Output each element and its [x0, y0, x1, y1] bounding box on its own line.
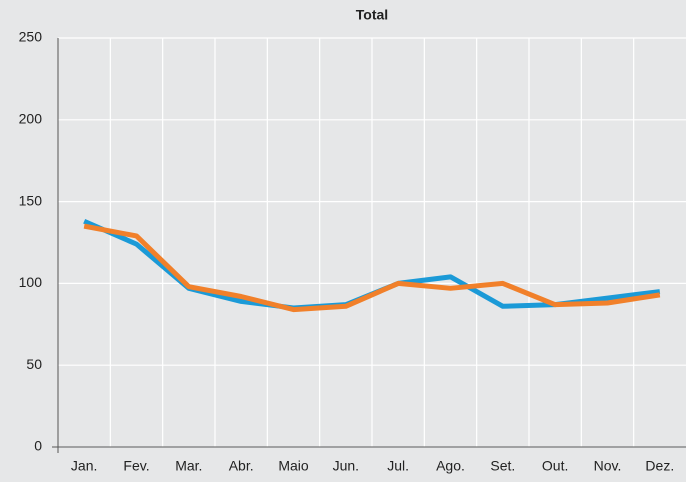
y-tick-label: 200	[19, 111, 43, 127]
line-series	[83, 223, 661, 313]
x-tick-label: Out.	[542, 458, 568, 474]
y-tick-label: 50	[26, 356, 42, 372]
y-tick-label: 250	[19, 29, 43, 45]
x-tick-label: Maio	[278, 458, 309, 474]
chart-title: Total	[356, 7, 388, 23]
x-tick-label: Jun.	[333, 458, 359, 474]
y-tick-label: 0	[34, 438, 42, 454]
y-tick-label: 150	[19, 192, 43, 208]
y-tick-label: 100	[19, 274, 43, 290]
x-tick-label: Jan.	[71, 458, 97, 474]
x-tick-label: Abr.	[229, 458, 254, 474]
x-tick-label: Fev.	[123, 458, 149, 474]
x-tick-label: Set.	[490, 458, 515, 474]
x-tick-label: Dez.	[645, 458, 674, 474]
x-tick-label: Nov.	[594, 458, 622, 474]
x-tick-label: Jul.	[387, 458, 409, 474]
x-tick-label: Ago.	[436, 458, 465, 474]
x-tick-label: Mar.	[175, 458, 202, 474]
